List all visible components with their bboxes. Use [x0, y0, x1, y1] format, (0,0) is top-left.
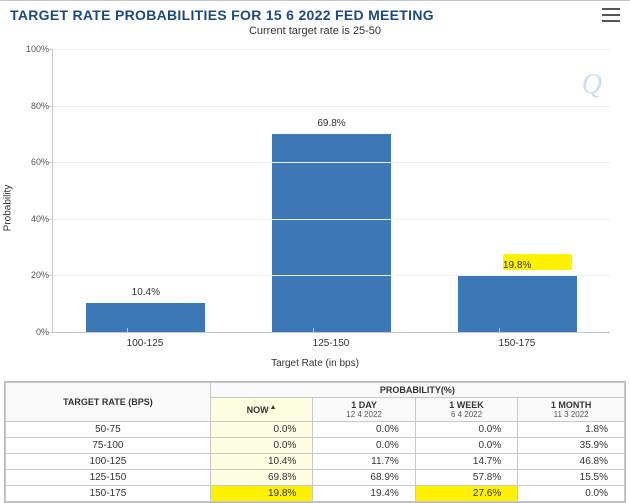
- x-axis-label: Target Rate (in bps): [10, 358, 620, 369]
- rate-cell: 50-75: [6, 422, 211, 438]
- bar-slot: 10.4%: [53, 49, 239, 332]
- col-header[interactable]: 1 WEEK6 4 2022: [415, 398, 517, 422]
- bar[interactable]: 69.8%: [272, 134, 391, 332]
- bar-value-label: 69.8%: [317, 118, 345, 129]
- value-cell: 14.7%: [415, 454, 517, 470]
- y-tick: 100%: [19, 44, 49, 54]
- table-row: 50-750.0%0.0%0.0%1.8%: [6, 422, 625, 438]
- value-cell: 69.8%: [210, 470, 312, 486]
- chart-title: TARGET RATE PROBABILITIES FOR 15 6 2022 …: [10, 7, 434, 23]
- value-cell: 1.8%: [518, 422, 625, 438]
- value-cell: 10.4%: [210, 454, 312, 470]
- col-header[interactable]: 1 DAY12 4 2022: [313, 398, 415, 422]
- y-axis-label: Probability: [3, 185, 14, 232]
- rate-cell: 100-125: [6, 454, 211, 470]
- chart-header: TARGET RATE PROBABILITIES FOR 15 6 2022 …: [0, 0, 630, 23]
- table-row: 75-1000.0%0.0%0.0%35.9%: [6, 438, 625, 454]
- table-row: 150-17519.8%19.4%27.6%0.0%: [6, 486, 625, 502]
- bar-value-label: 10.4%: [132, 287, 160, 298]
- y-tick: 0%: [19, 327, 49, 337]
- rate-cell: 150-175: [6, 486, 211, 502]
- value-cell: 35.9%: [518, 438, 625, 454]
- y-tick: 40%: [19, 214, 49, 224]
- value-cell: 0.0%: [313, 438, 415, 454]
- col-header-target-rate: TARGET RATE (BPS): [6, 383, 211, 422]
- x-tick: 150-175: [424, 338, 610, 349]
- bar[interactable]: 10.4%: [86, 303, 205, 332]
- value-cell: 0.0%: [313, 422, 415, 438]
- y-tick: 80%: [19, 101, 49, 111]
- x-tick: 100-125: [52, 338, 238, 349]
- value-cell: 0.0%: [518, 486, 625, 502]
- value-cell: 15.5%: [518, 470, 625, 486]
- bar-slot: 19.8%: [424, 49, 610, 332]
- table-row: 125-15069.8%68.9%57.8%15.5%: [6, 470, 625, 486]
- x-ticks: 100-125125-150150-175: [52, 338, 610, 349]
- value-cell: 46.8%: [518, 454, 625, 470]
- rate-cell: 125-150: [6, 470, 211, 486]
- col-header[interactable]: NOW▲: [210, 398, 312, 422]
- bar-chart: Probability Q 10.4%69.8%19.8% 0%20%40%60…: [10, 43, 620, 373]
- value-cell: 0.0%: [210, 422, 312, 438]
- value-cell: 19.4%: [313, 486, 415, 502]
- y-tick: 20%: [19, 270, 49, 280]
- bar-group: 10.4% 69.8% 19.8%: [53, 49, 610, 332]
- col-header[interactable]: 1 MONTH11 3 2022: [518, 398, 625, 422]
- value-cell: 27.6%: [415, 486, 517, 502]
- bar-slot: 69.8%: [239, 49, 425, 332]
- fed-probability-panel: TARGET RATE PROBABILITIES FOR 15 6 2022 …: [0, 0, 630, 503]
- plot-area: Q 10.4%69.8%19.8% 0%20%40%60%80%100%: [52, 49, 610, 333]
- value-cell: 11.7%: [313, 454, 415, 470]
- table-row: 100-12510.4%11.7%14.7%46.8%: [6, 454, 625, 470]
- bar[interactable]: 19.8%: [458, 276, 577, 332]
- chart-subtitle: Current target rate is 25-50: [0, 25, 630, 37]
- value-cell: 57.8%: [415, 470, 517, 486]
- x-tick: 125-150: [238, 338, 424, 349]
- value-cell: 68.9%: [313, 470, 415, 486]
- chart-menu-icon[interactable]: [602, 8, 620, 22]
- col-header-probability-group: PROBABILITY(%): [210, 383, 624, 398]
- value-cell: 0.0%: [210, 438, 312, 454]
- value-cell: 0.0%: [415, 438, 517, 454]
- y-tick: 60%: [19, 157, 49, 167]
- probability-table: TARGET RATE (BPS) PROBABILITY(%) NOW▲1 D…: [4, 381, 626, 503]
- value-cell: 0.0%: [415, 422, 517, 438]
- rate-cell: 75-100: [6, 438, 211, 454]
- bar-value-label: 19.8%: [503, 260, 531, 271]
- value-cell: 19.8%: [210, 486, 312, 502]
